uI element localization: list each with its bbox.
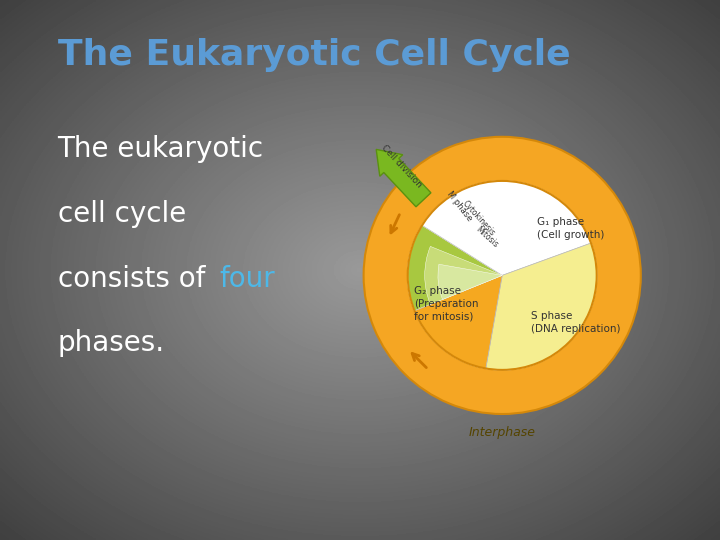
Text: phases.: phases. <box>58 329 165 357</box>
FancyArrow shape <box>376 150 431 207</box>
Text: Mitosis: Mitosis <box>474 225 500 250</box>
Wedge shape <box>438 264 502 300</box>
Wedge shape <box>364 137 641 414</box>
Text: Interphase: Interphase <box>469 427 536 440</box>
Text: consists of: consists of <box>58 265 214 293</box>
Wedge shape <box>425 246 502 305</box>
Text: Cell division: Cell division <box>379 144 423 190</box>
Circle shape <box>408 181 597 370</box>
Text: Cytokinesis: Cytokinesis <box>461 199 497 238</box>
Wedge shape <box>408 225 502 311</box>
Text: M phase: M phase <box>445 190 474 223</box>
Text: G₂ phase
(Preparation
for mitosis): G₂ phase (Preparation for mitosis) <box>414 286 479 322</box>
Text: The Eukaryotic Cell Cycle: The Eukaryotic Cell Cycle <box>58 38 570 72</box>
Text: The eukaryotic: The eukaryotic <box>58 135 264 163</box>
Text: G₁ phase
(Cell growth): G₁ phase (Cell growth) <box>537 217 604 240</box>
Wedge shape <box>422 181 591 275</box>
Text: S phase
(DNA replication): S phase (DNA replication) <box>531 311 620 334</box>
Text: four: four <box>220 265 275 293</box>
Wedge shape <box>486 243 597 370</box>
Wedge shape <box>415 275 502 368</box>
Text: cell cycle: cell cycle <box>58 200 186 228</box>
